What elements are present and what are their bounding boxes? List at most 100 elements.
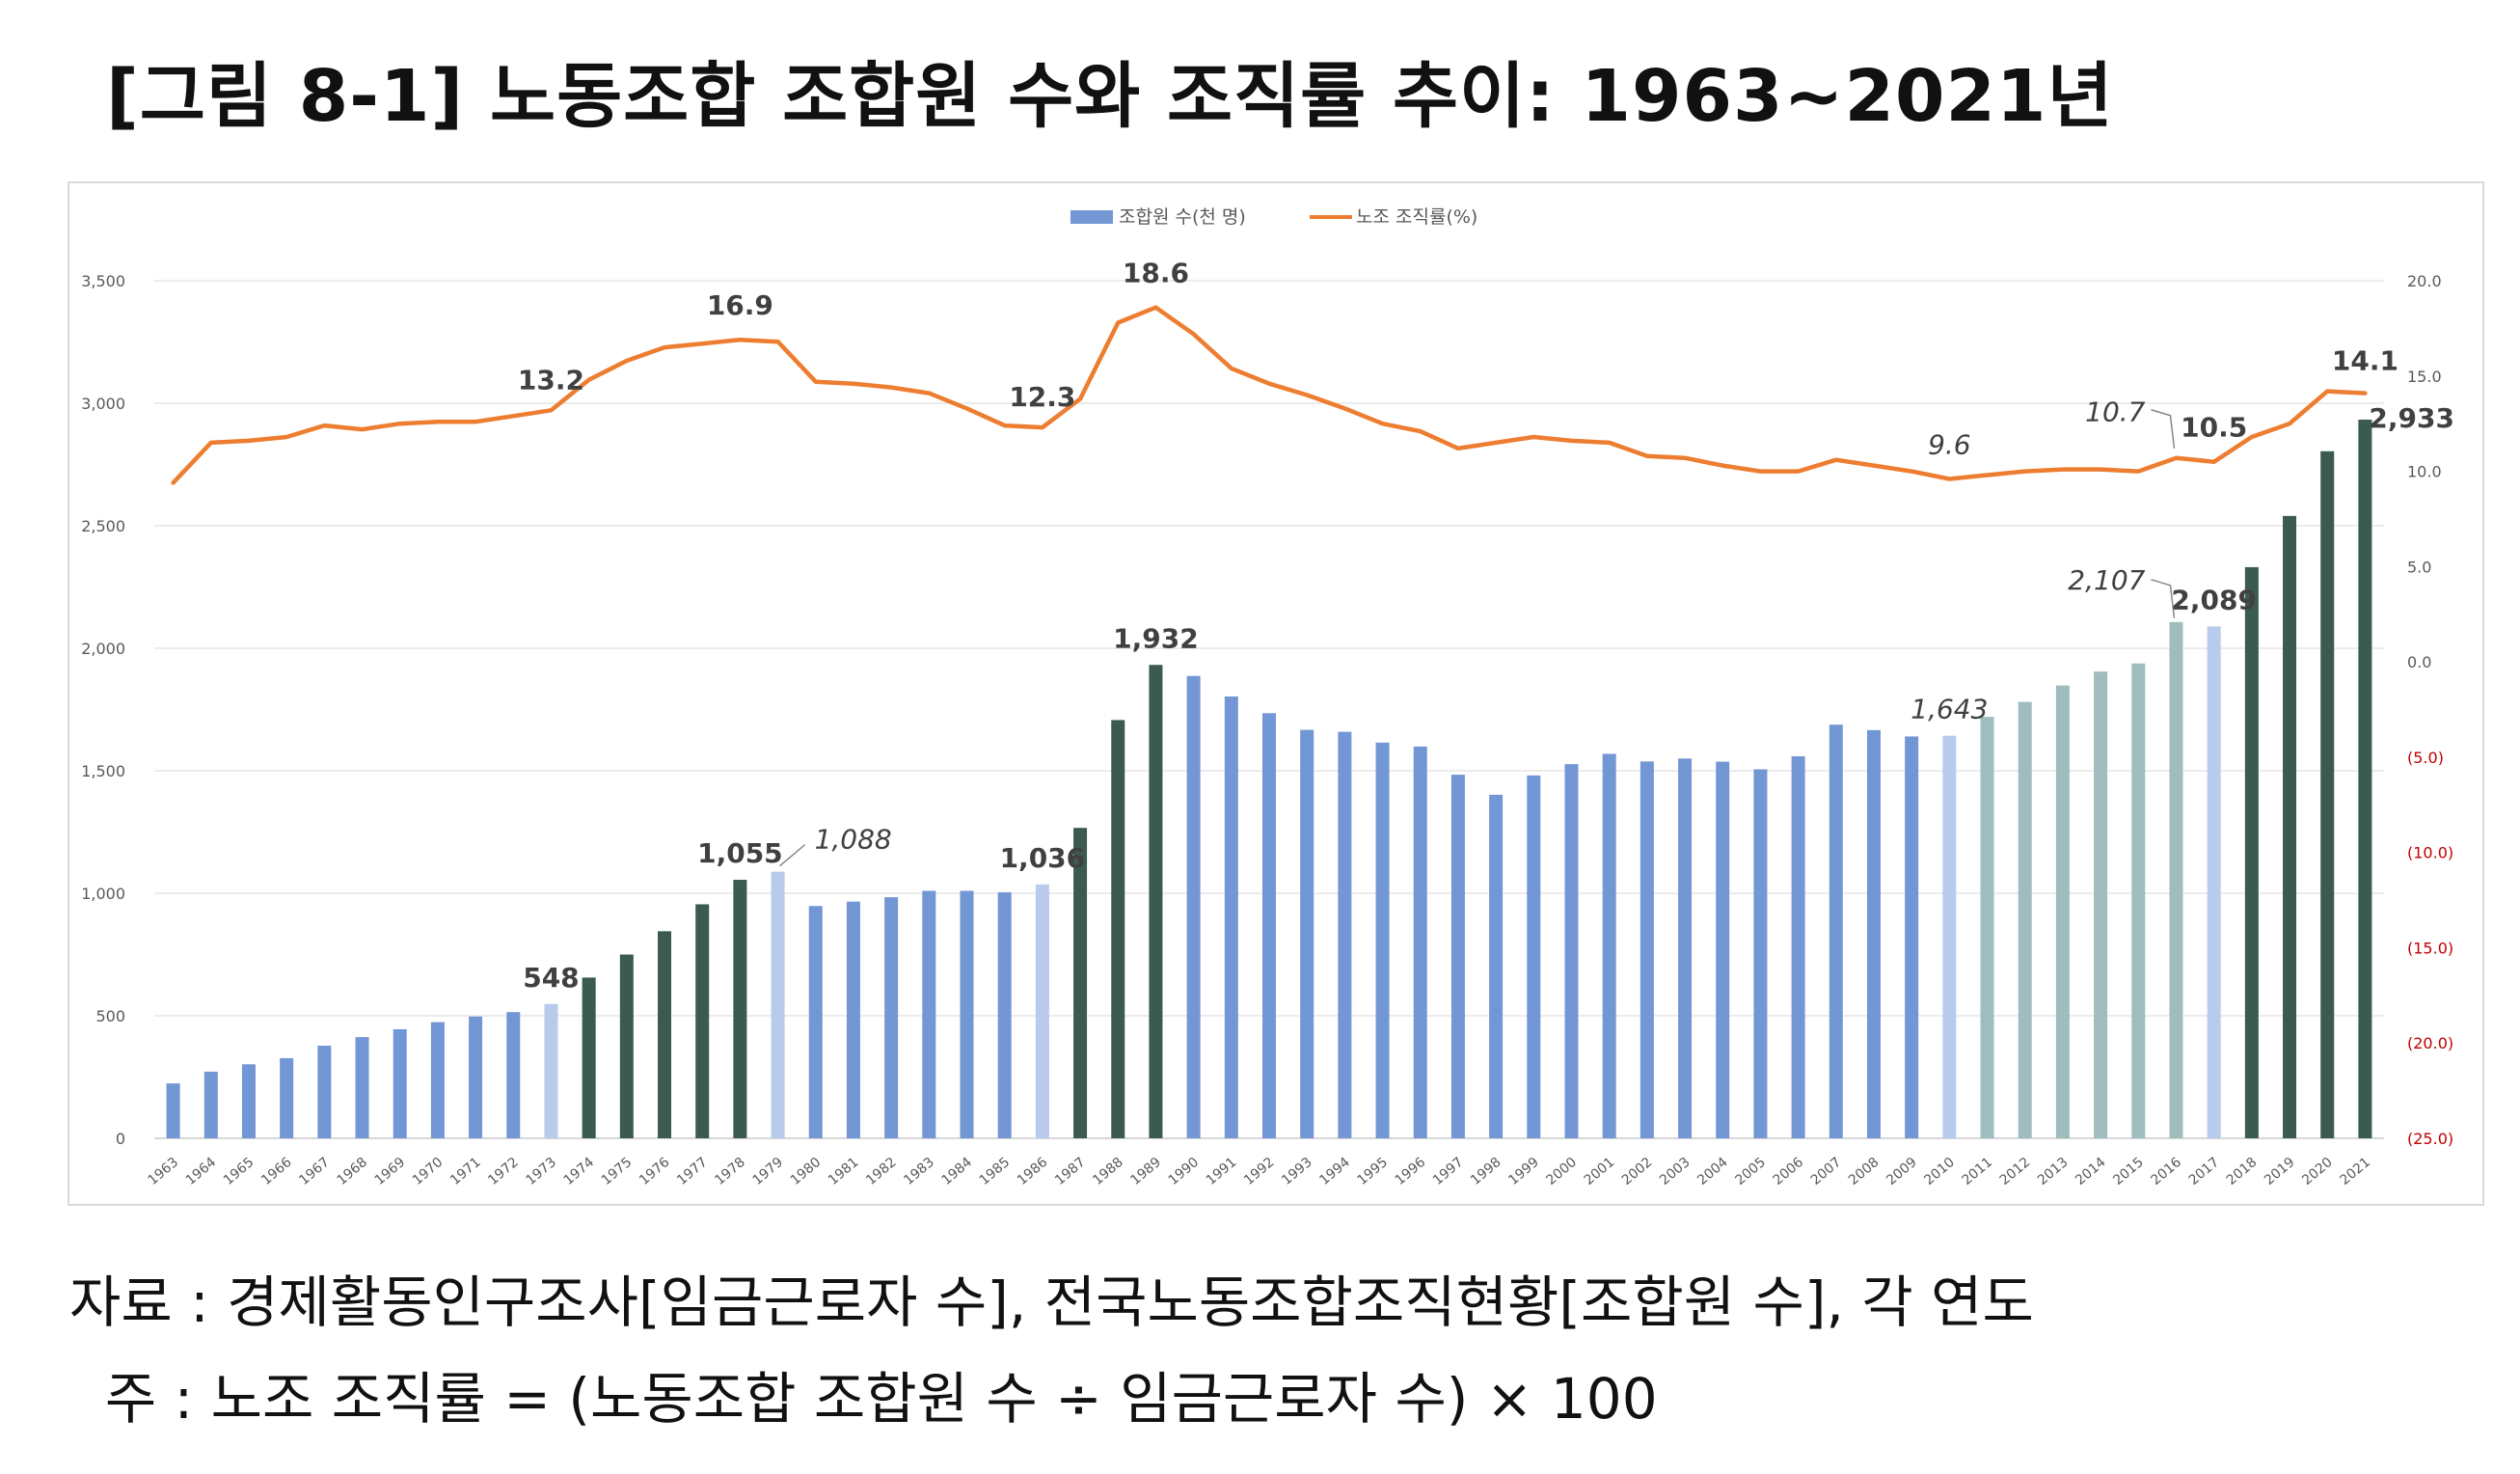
x-tick-label: 2017 — [2186, 1155, 2223, 1188]
x-tick-label: 2001 — [1582, 1155, 1618, 1188]
x-tick-label: 1972 — [485, 1155, 522, 1188]
bar — [1716, 761, 1730, 1138]
x-tick-label: 2019 — [2262, 1155, 2298, 1188]
x-tick-label: 1996 — [1393, 1155, 1429, 1188]
x-tick-label: 1978 — [712, 1155, 748, 1188]
y-left-tick-label: 3,500 — [81, 272, 125, 290]
bar — [1224, 696, 1238, 1138]
x-tick-label: 2005 — [1732, 1155, 1769, 1188]
x-tick-label: 2013 — [2035, 1155, 2072, 1188]
bar — [1300, 729, 1314, 1138]
x-tick-label: 1993 — [1279, 1155, 1315, 1188]
x-tick-label: 1963 — [146, 1155, 182, 1188]
x-tick-label: 1966 — [258, 1155, 295, 1188]
x-tick-label: 2004 — [1694, 1155, 1731, 1188]
x-tick-label: 2007 — [1808, 1155, 1845, 1188]
bar — [1527, 775, 1541, 1138]
bar — [1639, 761, 1654, 1138]
x-tick-label: 2020 — [2299, 1155, 2336, 1188]
bar — [733, 880, 747, 1138]
x-tick-label: 1965 — [221, 1155, 257, 1188]
x-tick-label: 2002 — [1619, 1155, 1656, 1188]
bar — [1489, 794, 1504, 1138]
bar — [1149, 665, 1163, 1138]
bar — [1338, 731, 1352, 1138]
formula-note: 주 : 노조 조직률 = (노동조합 조합원 수 ÷ 임금근로자 수) × 10… — [69, 1366, 1658, 1432]
y-right-tick-label: (5.0) — [2407, 749, 2444, 767]
x-tick-label: 1973 — [523, 1155, 559, 1188]
x-tick-label: 1976 — [637, 1155, 673, 1188]
x-tick-label: 1974 — [561, 1155, 598, 1188]
x-tick-label: 1964 — [183, 1155, 220, 1188]
x-tick-label: 1990 — [1166, 1155, 1203, 1188]
y-right-tick-label: 10.0 — [2407, 463, 2442, 481]
y-left-tick-label: 1,000 — [81, 885, 125, 903]
x-tick-label: 1983 — [901, 1155, 937, 1188]
bar — [355, 1037, 369, 1138]
y-right-tick-label: 0.0 — [2407, 653, 2431, 671]
bar — [1186, 675, 1201, 1138]
line-data-label: 14.1 — [2332, 345, 2398, 377]
bar — [1905, 736, 1919, 1138]
x-tick-label: 1981 — [826, 1155, 862, 1188]
x-tick-label: 1998 — [1468, 1155, 1504, 1188]
x-tick-label: 2014 — [2073, 1155, 2109, 1188]
bar — [808, 906, 823, 1138]
x-tick-label: 2009 — [1883, 1155, 1920, 1188]
x-tick-label: 1988 — [1090, 1155, 1126, 1188]
x-tick-label: 1999 — [1505, 1155, 1542, 1188]
x-tick-label: 1986 — [1015, 1155, 1051, 1188]
x-tick-label: 1979 — [750, 1155, 787, 1188]
bar — [582, 977, 596, 1138]
y-right-tick-label: (20.0) — [2407, 1034, 2453, 1052]
x-tick-label: 2012 — [1997, 1155, 2034, 1188]
bar — [846, 901, 860, 1138]
y-right-tick-label: 20.0 — [2407, 272, 2442, 290]
bar — [544, 1003, 558, 1138]
y-left-tick-label: 2,500 — [81, 517, 125, 535]
legend-label-line: 노조 조직률(%) — [1356, 206, 1477, 228]
x-tick-label: 2000 — [1543, 1155, 1580, 1188]
x-tick-label: 2016 — [2148, 1155, 2184, 1188]
bar — [203, 1071, 218, 1138]
bar — [1073, 828, 1088, 1138]
y-right-tick-label: (10.0) — [2407, 844, 2453, 862]
bar — [2244, 566, 2259, 1138]
bar — [771, 871, 785, 1138]
bar — [393, 1028, 407, 1138]
x-tick-label: 2011 — [1960, 1155, 1996, 1188]
bar-data-label: 2,107 — [2068, 564, 2145, 596]
bar-data-label: 1,055 — [697, 837, 783, 869]
x-tick-label: 2003 — [1657, 1155, 1694, 1188]
bar — [960, 890, 974, 1138]
line-data-label: 10.7 — [2085, 396, 2146, 428]
x-tick-label: 1977 — [674, 1155, 711, 1188]
bar — [997, 891, 1012, 1138]
bar-data-label: 1,932 — [1113, 622, 1199, 654]
bar — [1980, 717, 1994, 1138]
bar — [1753, 769, 1768, 1138]
x-tick-label: 2018 — [2224, 1155, 2261, 1188]
bar — [2131, 663, 2146, 1138]
leader-line — [779, 844, 806, 867]
x-tick-label: 2010 — [1921, 1155, 1958, 1188]
bar — [2207, 626, 2221, 1138]
bar — [1413, 746, 1427, 1138]
bar-data-label: 548 — [523, 962, 579, 994]
bar — [1791, 756, 1805, 1138]
bar-data-label: 1,088 — [815, 824, 892, 856]
bar — [1111, 720, 1125, 1138]
line-data-label: 13.2 — [518, 364, 584, 396]
y-right-tick-label: 15.0 — [2407, 368, 2442, 386]
bar — [430, 1022, 445, 1138]
bar-data-label: 1,036 — [1000, 842, 1086, 874]
bar — [2094, 671, 2108, 1138]
y-left-tick-label: 500 — [95, 1007, 125, 1025]
legend-swatch-bars — [1070, 210, 1113, 224]
x-tick-label: 1971 — [447, 1155, 484, 1188]
bar — [1450, 775, 1465, 1138]
x-tick-label: 2015 — [2110, 1155, 2147, 1188]
x-tick-label: 1985 — [977, 1155, 1014, 1188]
bar — [1375, 742, 1390, 1138]
legend-label-bars: 조합원 수(천 명) — [1119, 206, 1246, 228]
